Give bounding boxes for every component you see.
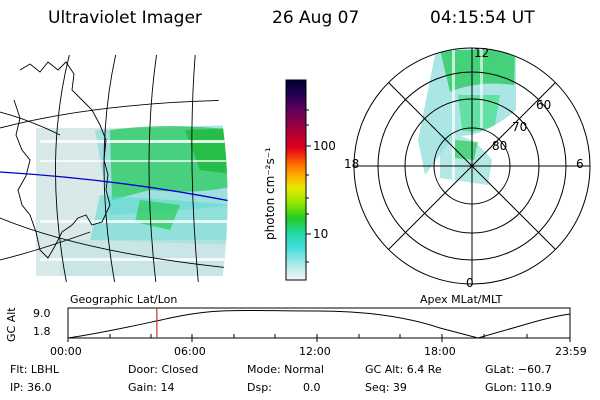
- polar-plot-label: Apex MLat/MLT: [420, 293, 503, 306]
- mlat-label-60: 60: [536, 98, 552, 112]
- info-dsp-label: Dsp:: [247, 381, 272, 394]
- mlt-label-6: 6: [576, 157, 584, 171]
- info-mode: Mode: Normal: [247, 363, 324, 376]
- altitude-ytick-low: 1.8: [33, 325, 51, 338]
- geo-reference-line: [0, 171, 228, 206]
- colorbar-unit-label: photon cm⁻²s⁻¹: [263, 147, 277, 240]
- geographic-map: [0, 55, 228, 282]
- info-gain: Gain: 14: [128, 381, 175, 394]
- info-ip: IP: 36.0: [10, 381, 52, 394]
- time-tick-1200: 12:00: [299, 345, 331, 358]
- colorbar-tick-100: 100: [313, 139, 336, 153]
- time-tick-1800: 18:00: [424, 345, 456, 358]
- altitude-ytick-high: 9.0: [33, 307, 51, 320]
- altitude-ylabel: GC Alt: [5, 307, 18, 342]
- info-dsp-value: 0.0: [303, 381, 321, 394]
- time-tick-0600: 06:00: [174, 345, 206, 358]
- mlt-label-12: 12: [474, 46, 490, 60]
- time-tick-0000: 00:00: [50, 345, 82, 358]
- info-seq: Seq: 39: [365, 381, 407, 394]
- instrument-title: Ultraviolet Imager: [48, 8, 202, 28]
- time-tick-2359: 23:59: [555, 345, 587, 358]
- info-glat: GLat: −60.7: [485, 363, 552, 376]
- polar-emission: [418, 48, 516, 198]
- mlat-label-80: 80: [492, 139, 508, 153]
- date-label: 26 Aug 07: [272, 8, 360, 28]
- mlt-label-0: 0: [466, 276, 474, 290]
- geo-grid: [0, 55, 228, 282]
- info-door: Door: Closed: [128, 363, 199, 376]
- info-glon: GLon: 110.9: [485, 381, 552, 394]
- colorbar: [285, 79, 311, 281]
- altitude-track: [67, 307, 571, 342]
- info-filter: Flt: LBHL: [10, 363, 59, 376]
- geo-map-label: Geographic Lat/Lon: [70, 293, 178, 306]
- geo-emission-swath: [36, 125, 228, 276]
- coastline: [13, 61, 111, 259]
- time-label: 04:15:54 UT: [430, 8, 535, 28]
- colorbar-tick-10: 10: [313, 227, 329, 241]
- altitude-curve: [67, 309, 571, 339]
- mlat-label-70: 70: [512, 120, 528, 134]
- polar-plot: [353, 47, 591, 285]
- mlt-label-18: 18: [344, 157, 360, 171]
- info-gc-alt: GC Alt: 6.4 Re: [365, 363, 442, 376]
